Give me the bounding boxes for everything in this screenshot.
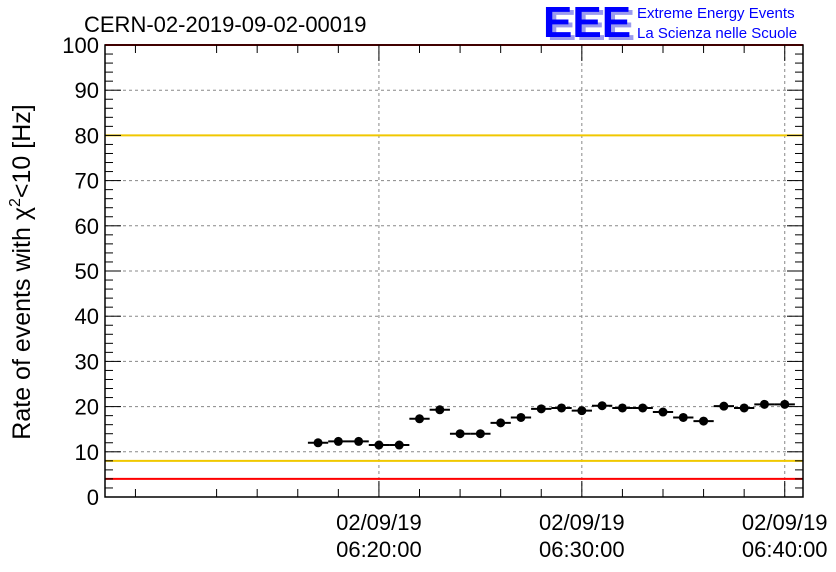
data-point: [719, 401, 729, 411]
y-tick-label: 60: [75, 214, 99, 239]
logo-line-1: Extreme Energy Events: [637, 5, 795, 22]
logo-mark-shadow: EEE: [547, 1, 635, 50]
data-point: [678, 412, 688, 422]
data-point: [658, 407, 668, 417]
data-point: [354, 436, 364, 446]
data-point: [536, 404, 546, 414]
x-tick-date-label: 02/09/19: [336, 510, 422, 535]
y-axis-title-rest: <10 [Hz]: [8, 104, 36, 198]
y-axis-title-main: Rate of events with χ: [8, 207, 36, 440]
y-tick-label: 20: [75, 395, 99, 420]
y-axis-title-sup: 2: [7, 198, 24, 207]
y-tick-label: 90: [75, 78, 99, 103]
data-point: [394, 440, 404, 450]
y-tick-label: 30: [75, 349, 99, 374]
x-tick-time-label: 06:40:00: [742, 537, 828, 562]
data-point: [415, 414, 425, 424]
data-point: [313, 438, 323, 448]
data-point: [455, 429, 465, 439]
x-tick-time-label: 06:20:00: [336, 537, 422, 562]
y-tick-label: 40: [75, 304, 99, 329]
axis-ticks: [105, 44, 803, 498]
x-tick-date-label: 02/09/19: [539, 510, 625, 535]
data-point: [475, 429, 485, 439]
y-tick-label: 50: [75, 259, 99, 284]
data-point: [516, 412, 526, 422]
y-tick-label: 80: [75, 123, 99, 148]
data-point: [435, 405, 445, 415]
y-tick-label: 100: [62, 33, 99, 58]
x-tick-date-label: 02/09/19: [742, 510, 828, 535]
eee-logo: EEE EEE Extreme Energy Events La Scienza…: [543, 0, 797, 50]
data-point: [374, 440, 384, 450]
data-point: [577, 406, 587, 416]
x-tick-time-label: 06:30:00: [539, 537, 625, 562]
y-tick-label: 70: [75, 169, 99, 194]
y-tick-label: 10: [75, 440, 99, 465]
data-point: [617, 403, 627, 413]
y-axis-title: Rate of events with χ2<10 [Hz]: [7, 104, 36, 439]
data-series: [307, 399, 795, 450]
logo-line-2: La Scienza nelle Scuole: [637, 25, 797, 42]
data-point: [780, 399, 790, 409]
y-tick-label: 0: [87, 485, 99, 510]
data-point: [496, 418, 506, 428]
logo-mark: EEE: [543, 0, 631, 47]
data-point: [759, 399, 769, 409]
data-point: [638, 403, 648, 413]
reference-lines: [105, 44, 803, 480]
data-point: [597, 401, 607, 411]
data-point: [333, 436, 343, 446]
tick-labels: 010203040506070809010002/09/1906:20:0002…: [62, 33, 827, 562]
data-point: [557, 403, 567, 413]
chart-title: CERN-02-2019-09-02-00019: [84, 12, 367, 37]
data-point: [739, 403, 749, 413]
grid: [105, 45, 803, 497]
data-point: [699, 416, 709, 426]
